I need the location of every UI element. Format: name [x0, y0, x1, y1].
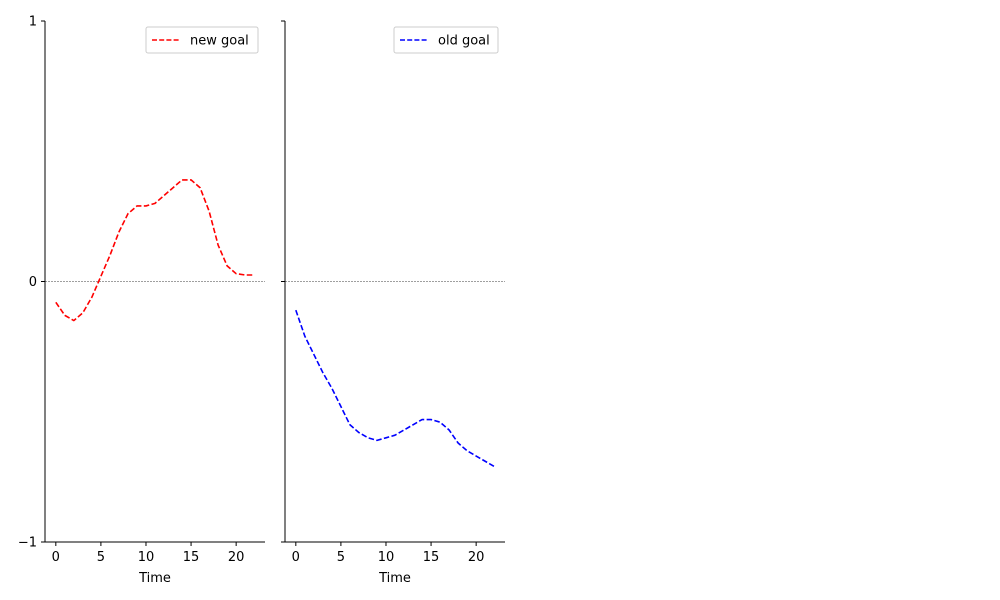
series-group: [295, 309, 495, 468]
x-ticks: 0 5 10 15 20: [292, 542, 485, 565]
y-ticks: [281, 20, 285, 543]
legend-box: [393, 26, 499, 54]
x-axis-label: Time: [138, 571, 171, 586]
series-group: [55, 179, 255, 322]
x-tick-label: 10: [138, 550, 155, 565]
x-tick-label: 5: [337, 550, 345, 565]
y-tick-label: −1: [18, 536, 37, 551]
x-tick-label: 20: [228, 550, 245, 565]
legend-label: new goal: [190, 34, 249, 49]
x-tick-label: 15: [183, 550, 200, 565]
series-line: [55, 179, 255, 322]
y-tick-label: 0: [29, 275, 37, 290]
legend-label: old goal: [438, 34, 490, 49]
x-tick-label: 0: [292, 550, 300, 565]
legend: new goal: [145, 26, 259, 54]
x-tick-label: 10: [378, 550, 395, 565]
x-tick-label: 5: [97, 550, 105, 565]
y-tick-label: 1: [29, 15, 37, 30]
left-plot-panel: 10−1 0 5 10 15 20 Time new goal: [18, 15, 265, 586]
right-plot-panel: 0 5 10 15 20 Time old goal: [281, 20, 505, 586]
legend: old goal: [393, 26, 499, 54]
x-axis-label: Time: [378, 571, 411, 586]
x-ticks: 0 5 10 15 20: [52, 542, 245, 565]
series-line: [295, 309, 495, 468]
legend-box: [145, 26, 259, 54]
y-ticks: 1 0 −1: [18, 15, 45, 551]
x-tick-label: 0: [52, 550, 60, 565]
x-tick-label: 15: [423, 550, 440, 565]
x-tick-label: 20: [468, 550, 485, 565]
